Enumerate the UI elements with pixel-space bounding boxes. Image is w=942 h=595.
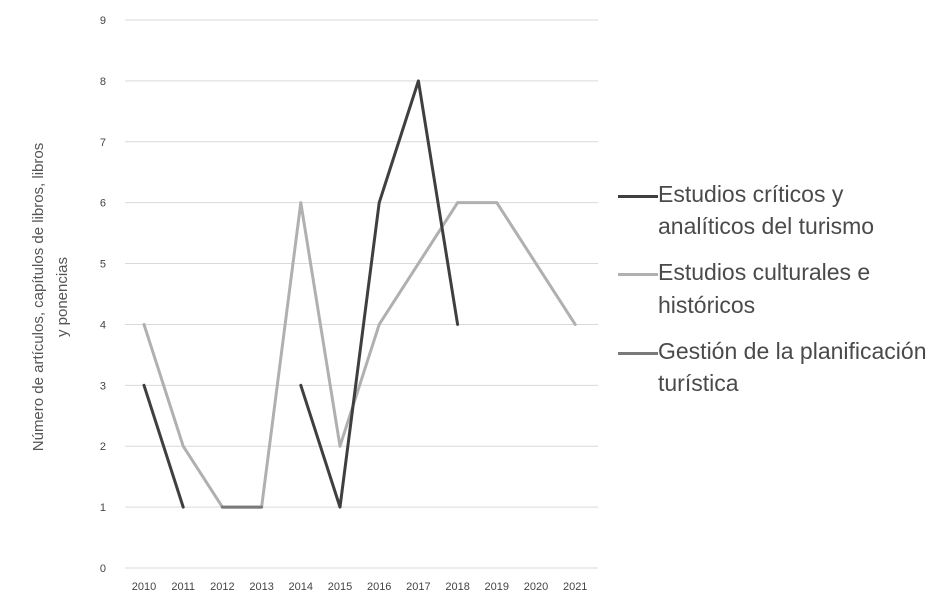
x-tick-label-2018: 2018 [445, 581, 469, 593]
x-tick-label-2016: 2016 [367, 581, 391, 593]
x-tick-label-2012: 2012 [210, 581, 234, 593]
y-tick-label-2: 2 [100, 441, 106, 453]
x-tick-label-2014: 2014 [289, 581, 313, 593]
y-tick-label-3: 3 [100, 380, 106, 392]
y-tick-label-9: 9 [100, 15, 106, 27]
y-tick-label-7: 7 [100, 137, 106, 149]
y-tick-label-4: 4 [100, 319, 106, 331]
y-axis-label-line-2: y ponencias [54, 257, 71, 337]
series-0-line-0 [142, 383, 185, 509]
series-1-line [142, 201, 577, 509]
x-tick-label-2013: 2013 [249, 581, 273, 593]
y-tick-label-0: 0 [100, 563, 106, 575]
legend: Estudios críticos y analíticos del turis… [618, 178, 938, 413]
legend-item-series-2: Gestión de la planificación turística [618, 335, 938, 399]
series-0-line-1 [299, 79, 460, 509]
x-tick-label-2017: 2017 [406, 581, 430, 593]
legend-label-series-2: Gestión de la planificación turística [658, 337, 927, 396]
x-tick-label-2019: 2019 [485, 581, 509, 593]
x-tick-label-2021: 2021 [563, 581, 587, 593]
legend-label-series-0: Estudios críticos y analíticos del turis… [658, 181, 875, 240]
gridlines [125, 19, 598, 569]
y-tick-label-6: 6 [100, 198, 106, 210]
legend-swatch-series-0 [618, 195, 658, 198]
y-axis-ticks: 0 1 2 3 4 5 6 7 8 9 [100, 15, 106, 575]
x-tick-label-2015: 2015 [328, 581, 352, 593]
x-tick-label-2010: 2010 [132, 581, 156, 593]
y-tick-label-1: 1 [100, 502, 106, 514]
y-axis-label-line-1: Número de artículos, capítulos de libros… [30, 143, 47, 451]
series-lines [142, 79, 577, 509]
x-tick-label-2011: 2011 [171, 581, 195, 593]
x-tick-label-2020: 2020 [524, 581, 548, 593]
legend-swatch-series-1 [618, 273, 658, 277]
y-tick-label-8: 8 [100, 76, 106, 88]
y-tick-label-5: 5 [100, 259, 106, 271]
legend-item-series-0: Estudios críticos y analíticos del turis… [618, 178, 938, 242]
x-axis-ticks: 2010 2011 2012 2013 2014 2015 2016 2017 2018 2019… [132, 581, 588, 593]
legend-label-series-1: Estudios culturales e históricos [658, 259, 871, 318]
legend-item-series-1: Estudios culturales e históricos [618, 256, 938, 320]
legend-swatch-series-2 [618, 351, 658, 355]
